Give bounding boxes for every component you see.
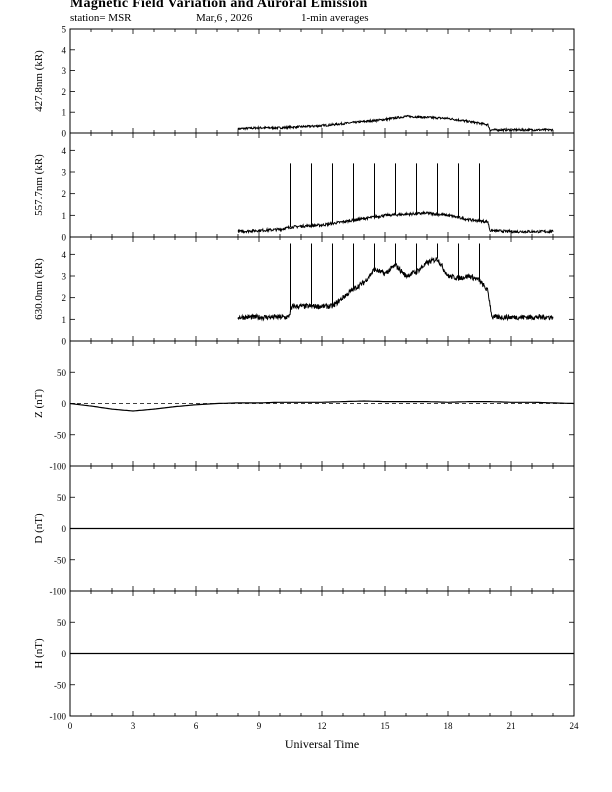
date-label: Mar,6 , 2026 <box>196 12 253 24</box>
data-line <box>69 400 575 412</box>
y-tick-label: 5 <box>62 25 67 35</box>
averaging-label: 1-min averages <box>301 12 369 24</box>
panel-5: -100 -50 0 50 D (nT) <box>33 465 575 597</box>
y-tick-label: 1 <box>62 211 67 221</box>
y-tick-label: -100 <box>50 712 67 722</box>
data-line <box>237 256 554 322</box>
panel-frame <box>69 132 575 238</box>
y-axis-label: H (nT) <box>33 638 45 669</box>
y-tick-label: 0 <box>62 649 67 659</box>
x-tick-label: 0 <box>68 721 73 731</box>
panel-frame <box>69 28 575 134</box>
y-tick-label: -100 <box>50 462 67 472</box>
data-line <box>237 114 554 133</box>
y-tick-label: 50 <box>57 368 67 378</box>
station-label: station= MSR <box>70 12 132 24</box>
x-tick-label: 9 <box>257 721 262 731</box>
y-tick-label: 2 <box>62 189 67 199</box>
x-tick-label: 24 <box>570 721 580 731</box>
y-tick-label: 2 <box>62 87 67 97</box>
y-axis-label: 557.7nm (kR) <box>33 154 45 216</box>
y-tick-label: 4 <box>62 146 67 156</box>
y-tick-label: 1 <box>62 108 67 118</box>
x-axis-label: Universal Time <box>285 737 359 751</box>
y-tick-label: 1 <box>62 315 67 325</box>
x-tick-label: 15 <box>381 721 391 731</box>
x-tick-label: 18 <box>444 721 454 731</box>
panel-frame <box>69 236 575 342</box>
y-tick-label: 3 <box>62 272 67 282</box>
y-tick-label: -50 <box>54 430 66 440</box>
y-axis-label: 427.8nm (kR) <box>33 50 45 112</box>
y-tick-label: 0 <box>62 233 67 243</box>
panel-6: -100 -50 0 50 H (nT) 0 3 6 9 12 15 18 21 24 Universal … <box>33 590 580 751</box>
y-tick-label: 4 <box>62 250 67 260</box>
y-tick-label: 4 <box>62 45 67 55</box>
x-tick-label: 6 <box>194 721 199 731</box>
y-tick-label: 2 <box>62 293 67 303</box>
y-tick-label: 0 <box>62 524 67 534</box>
chart-title: Magnetic Field Variation and Auroral Emi… <box>70 0 368 11</box>
y-tick-label: -50 <box>54 555 66 565</box>
y-axis-label: D (nT) <box>33 513 45 544</box>
y-axis-label: 630.0nm (kR) <box>33 258 45 320</box>
y-tick-label: 50 <box>57 493 67 503</box>
panel-3: 0 1 2 3 4 630.0nm (kR) <box>33 236 575 347</box>
panel-4: -100 -50 0 50 Z (nT) <box>33 340 575 472</box>
data-line <box>237 210 554 234</box>
y-tick-label: 3 <box>62 168 67 178</box>
x-tick-label: 12 <box>318 721 327 731</box>
y-tick-label: 3 <box>62 66 67 76</box>
y-tick-label: 50 <box>57 618 67 628</box>
x-tick-label: 21 <box>507 721 516 731</box>
panel-2: 0 1 2 3 4 557.7nm (kR) <box>33 132 575 243</box>
y-axis-label: Z (nT) <box>33 389 45 418</box>
y-tick-label: 0 <box>62 337 67 347</box>
y-tick-label: -50 <box>54 680 66 690</box>
y-tick-label: 0 <box>62 399 67 409</box>
panel-1: 0 1 2 3 4 5 427.8nm (kR) <box>33 25 575 139</box>
y-tick-label: -100 <box>50 587 67 597</box>
x-tick-label: 3 <box>131 721 136 731</box>
y-tick-label: 0 <box>62 129 67 139</box>
